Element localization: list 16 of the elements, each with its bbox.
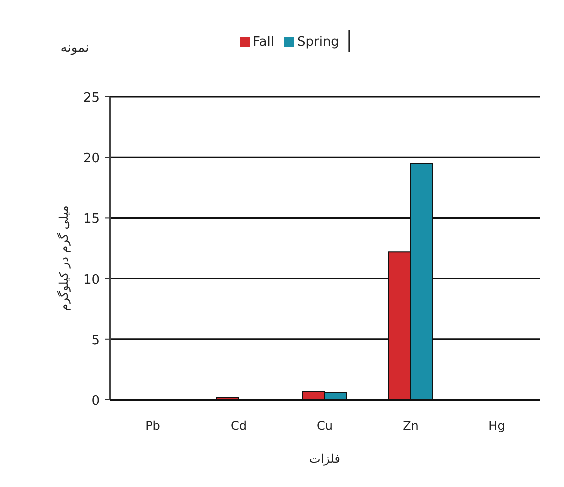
x-tick-label: Cu — [317, 419, 333, 433]
chart-title: نمونه — [60, 41, 90, 56]
y-tick-label: 15 — [83, 212, 100, 228]
x-tick-label: Zn — [403, 419, 419, 433]
legend-label: Spring — [297, 35, 340, 50]
x-tick-label: Hg — [488, 419, 506, 433]
y-tick-label: 20 — [83, 152, 100, 167]
x-tick-label: Pb — [146, 419, 160, 433]
x-tick-label: Cd — [231, 419, 247, 433]
y-tick-label: 0 — [92, 394, 100, 409]
x-axis-title: فلزات — [310, 452, 340, 466]
y-tick-label: 10 — [83, 272, 100, 288]
legend-label: Fall — [253, 35, 274, 50]
y-tick-label: 25 — [83, 91, 100, 106]
y-axis-title: میلی گرم در کیلوگرم — [57, 206, 71, 312]
y-tick-label: 5 — [92, 333, 100, 348]
